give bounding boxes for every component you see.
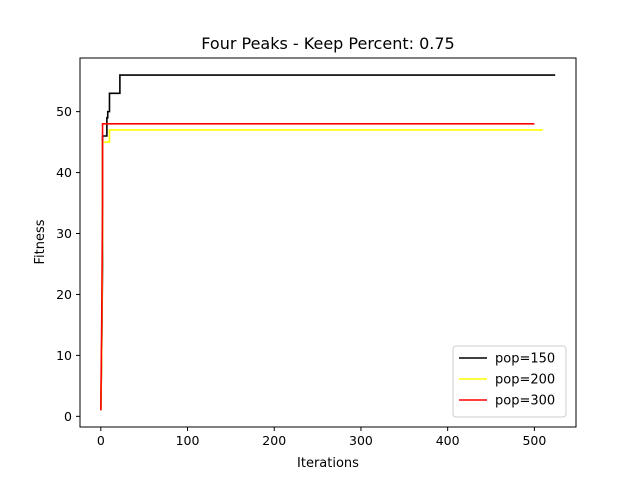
series-line-2 [100,123,535,411]
y-tick-label-2: 20 [56,287,72,302]
x-tick-label-5: 500 [522,433,546,448]
x-tick-label-4: 400 [436,433,460,448]
x-tick-label-0: 0 [97,433,105,448]
axes-frame [79,57,577,428]
y-tick-label-3: 30 [56,226,72,241]
x-tick-label-3: 300 [349,433,373,448]
y-tick-label-0: 0 [64,409,72,424]
y-axis-label: Fitness [33,219,48,264]
y-tick-label-1: 10 [56,348,72,363]
x-tick-label-2: 200 [262,433,286,448]
legend-entry-2: pop=300 [495,394,555,409]
x-axis-label: Iterations [297,456,359,471]
y-tick-label-4: 40 [56,165,72,180]
legend-entry-0: pop=150 [495,352,555,367]
chart-title: Four Peaks - Keep Percent: 0.75 [201,34,454,53]
legend: pop=150 pop=200 pop=300 [452,345,567,418]
x-tick-label-1: 100 [176,433,200,448]
legend-entry-1: pop=200 [495,373,555,388]
x-axis: 0 100 200 300 400 500 [97,427,546,448]
y-tick-label-5: 50 [56,104,72,119]
series-lines [100,74,556,411]
y-axis: 0 10 20 30 40 50 [56,104,80,424]
